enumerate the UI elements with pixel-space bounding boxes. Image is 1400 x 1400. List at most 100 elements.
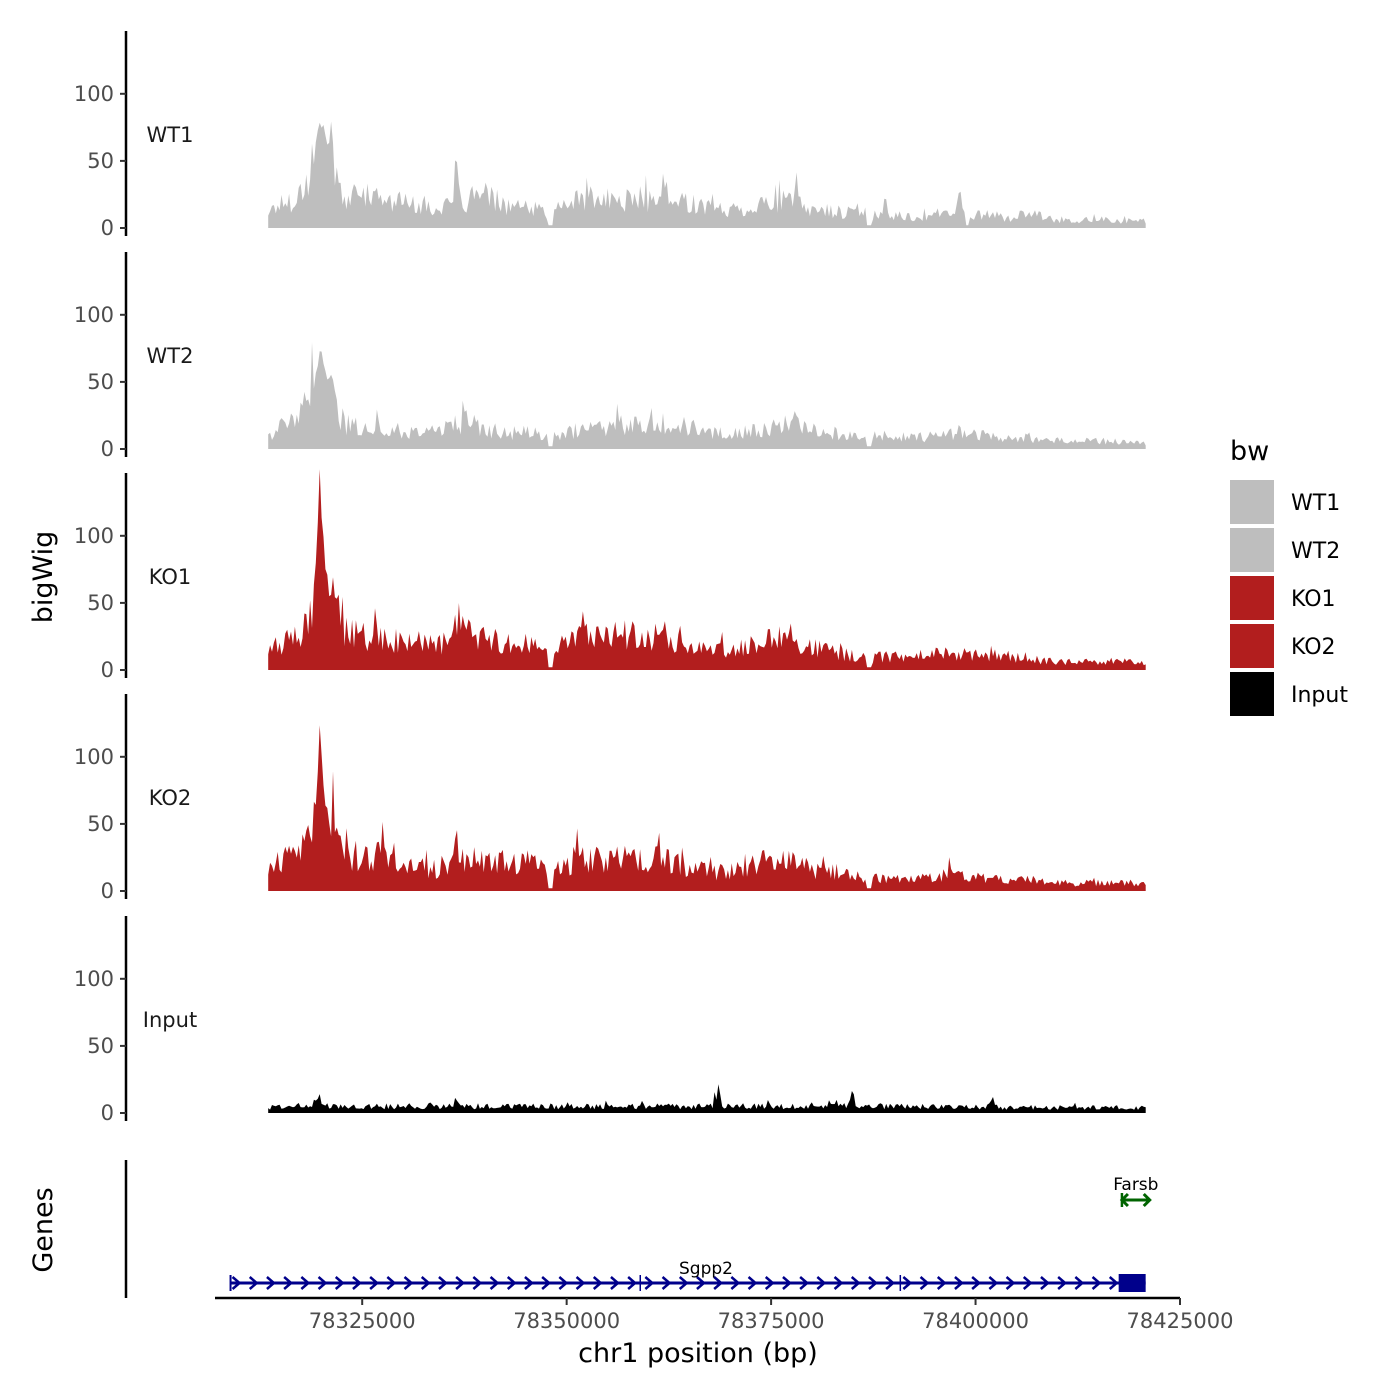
- y-tick-label: 0: [101, 1101, 114, 1125]
- legend-label: KO2: [1291, 635, 1336, 660]
- strand-chevron: [592, 1276, 603, 1290]
- legend-swatch: [1230, 576, 1274, 620]
- strand-chevron: [489, 1276, 500, 1290]
- legend: WT1 WT2 KO1 KO2 Input: [1230, 480, 1348, 716]
- track-label-wt2: WT2: [147, 344, 194, 368]
- strand-chevron: [266, 1276, 276, 1290]
- track-wt1: 0 50 100 WT1: [74, 31, 1146, 240]
- strand-chevron: [352, 1276, 362, 1290]
- y-tick-label: 50: [87, 812, 114, 836]
- gene-panel: Sgpp2 Farsb: [124, 1160, 1158, 1298]
- strand-chevron: [558, 1276, 569, 1290]
- x-axis-title: chr1 position (bp): [578, 1338, 818, 1369]
- legend-swatch: [1230, 672, 1274, 716]
- strand-chevron: [799, 1276, 810, 1290]
- strand-chevron: [678, 1276, 689, 1290]
- legend-swatch: [1230, 480, 1274, 524]
- legend-swatch: [1230, 528, 1274, 572]
- strand-chevron: [1040, 1276, 1050, 1290]
- track-ko1: 0 50 100 KO1: [74, 469, 1146, 682]
- gene-farsb: Farsb: [1113, 1175, 1158, 1208]
- strand-chevron: [420, 1276, 431, 1290]
- legend-item-wt2: WT2: [1230, 528, 1340, 572]
- strand-chevron: [644, 1276, 655, 1290]
- strand-chevron: [971, 1276, 982, 1290]
- strand-chevron: [1022, 1276, 1033, 1290]
- strand-chevron: [283, 1276, 294, 1290]
- strand-chevron: [764, 1276, 775, 1290]
- strand-chevron: [816, 1276, 827, 1290]
- coverage-area-wt2: [268, 342, 1146, 449]
- legend-label: WT2: [1291, 539, 1340, 564]
- y-tick-label: 100: [74, 745, 114, 769]
- strand-chevron: [782, 1276, 792, 1290]
- strand-chevron: [1057, 1276, 1068, 1290]
- legend-label: Input: [1291, 683, 1348, 708]
- coverage-area-ko1: [268, 469, 1146, 670]
- track-input: 0 50 100 Input: [74, 916, 1146, 1125]
- legend-label: WT1: [1291, 491, 1340, 516]
- strand-chevron: [833, 1276, 844, 1290]
- coverage-area-input: [268, 1084, 1146, 1113]
- x-tick-label: 78400000: [922, 1309, 1029, 1333]
- track-ko2: 0 50 100 KO2: [74, 694, 1146, 903]
- y-tick-label: 50: [87, 591, 114, 615]
- strand-chevron: [919, 1276, 930, 1290]
- strand-chevron: [472, 1276, 483, 1290]
- coverage-area-ko2: [268, 725, 1146, 891]
- y-axis-title: bigWig: [28, 531, 59, 624]
- strand-chevron: [575, 1276, 586, 1290]
- strand-chevron: [317, 1276, 328, 1290]
- coverage-area-wt1: [268, 121, 1146, 228]
- legend-label: KO1: [1291, 587, 1336, 612]
- legend-item-wt1: WT1: [1230, 480, 1340, 524]
- x-tick-label: 78325000: [309, 1309, 416, 1333]
- legend-swatch: [1230, 624, 1274, 668]
- y-tick-label: 0: [101, 658, 114, 682]
- gene-label: Farsb: [1113, 1175, 1158, 1195]
- y-tick-label: 50: [87, 149, 114, 173]
- strand-chevron: [506, 1276, 517, 1290]
- strand-chevron: [1074, 1276, 1085, 1290]
- strand-chevron: [747, 1276, 758, 1290]
- y-tick-label: 50: [87, 370, 114, 394]
- strand-chevron: [541, 1276, 552, 1290]
- track-wt2: 0 50 100 WT2: [74, 252, 1146, 461]
- x-axis: 78325000 78350000 78375000 78400000 78425000: [215, 1296, 1234, 1333]
- x-tick-label: 78425000: [1127, 1309, 1234, 1333]
- strand-chevron: [455, 1276, 466, 1290]
- track-label-input: Input: [143, 1008, 197, 1032]
- strand-chevron: [610, 1276, 620, 1290]
- strand-chevron: [248, 1276, 259, 1290]
- track-panels: 0 50 100 WT1 0 50 100 WT2 0 50 100 KO1 0 50 100 KO2 0 50 1…: [74, 31, 1146, 1125]
- x-tick-label: 78350000: [513, 1309, 620, 1333]
- strand-chevron: [1005, 1276, 1016, 1290]
- strand-chevron: [868, 1276, 878, 1290]
- track-label-ko1: KO1: [149, 565, 192, 589]
- strand-chevron: [438, 1276, 448, 1290]
- legend-item-ko2: KO2: [1230, 624, 1336, 668]
- x-tick-label: 78375000: [718, 1309, 825, 1333]
- legend-title: bw: [1230, 436, 1269, 467]
- strand-chevron: [300, 1276, 311, 1290]
- y-tick-label: 0: [101, 437, 114, 461]
- strand-chevron: [713, 1276, 724, 1290]
- track-label-wt1: WT1: [147, 123, 194, 147]
- strand-chevron: [730, 1276, 741, 1290]
- strand-chevron: [936, 1276, 947, 1290]
- gene-exon: [1118, 1274, 1146, 1292]
- strand-chevron: [334, 1276, 345, 1290]
- strand-chevron: [902, 1276, 913, 1290]
- y-tick-label: 100: [74, 524, 114, 548]
- strand-chevron: [369, 1276, 380, 1290]
- strand-chevron: [386, 1276, 397, 1290]
- strand-chevron: [524, 1276, 534, 1290]
- y-tick-label: 100: [74, 967, 114, 991]
- y-tick-label: 50: [87, 1034, 114, 1058]
- strand-chevron: [1091, 1276, 1102, 1290]
- y-tick-label: 0: [101, 879, 114, 903]
- strand-chevron: [885, 1276, 896, 1290]
- strand-chevron: [1142, 1192, 1152, 1208]
- y-tick-label: 100: [74, 82, 114, 106]
